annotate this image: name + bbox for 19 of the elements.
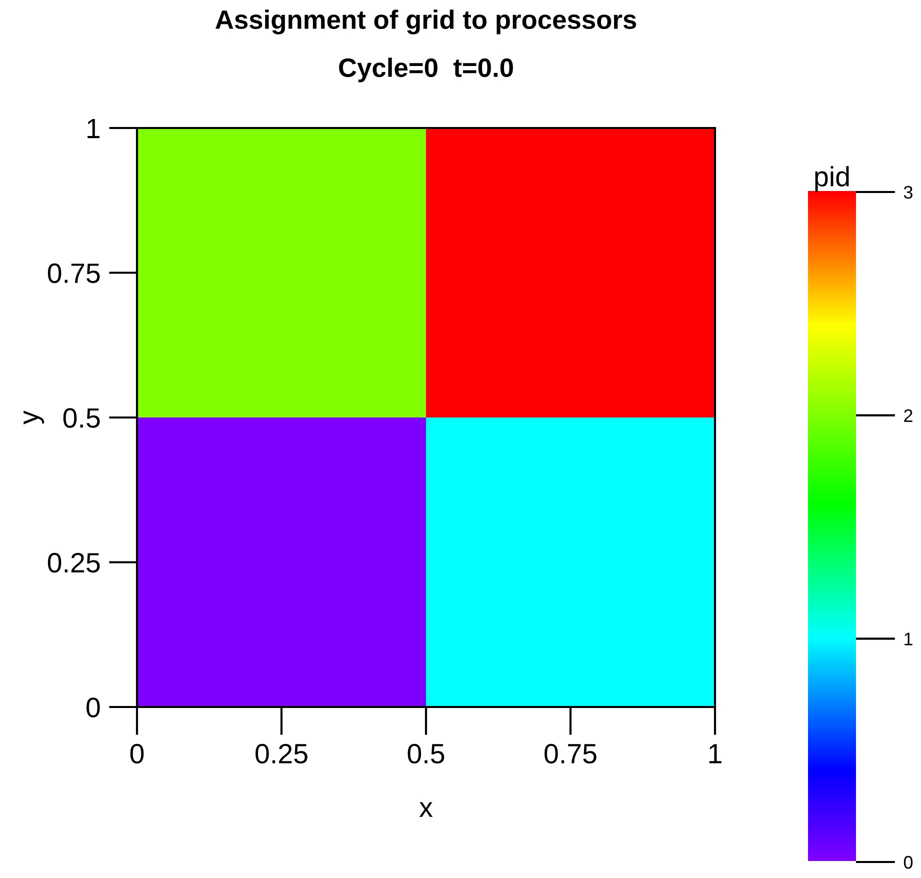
chart-subtitle: Cycle=0 t=0.0 <box>339 58 513 82</box>
x-tick-label: 0.75 <box>544 744 596 764</box>
y-axis-title: y <box>24 410 44 424</box>
color-bar-title: pid <box>815 166 849 192</box>
y-tick-label: 1 <box>88 118 100 138</box>
x-tick-label: 0.25 <box>256 744 308 764</box>
color-bar-label: 0 <box>904 856 913 869</box>
y-tick-label: 0.75 <box>48 263 100 284</box>
x-tick-label: 0.5 <box>408 744 444 764</box>
x-tick-label: 1 <box>709 744 722 764</box>
chart-title: Assignment of grid to processors <box>216 10 636 34</box>
x-axis-title: x <box>419 802 433 817</box>
y-tick-label: 0.25 <box>48 552 100 573</box>
x-tick-label: 0 <box>130 744 144 764</box>
y-tick-label: 0.5 <box>63 408 100 428</box>
color-bar-label: 2 <box>904 409 912 422</box>
color-bar-label: 3 <box>904 186 912 199</box>
y-tick-label: 0 <box>86 698 100 718</box>
color-bar-label: 1 <box>904 632 912 646</box>
